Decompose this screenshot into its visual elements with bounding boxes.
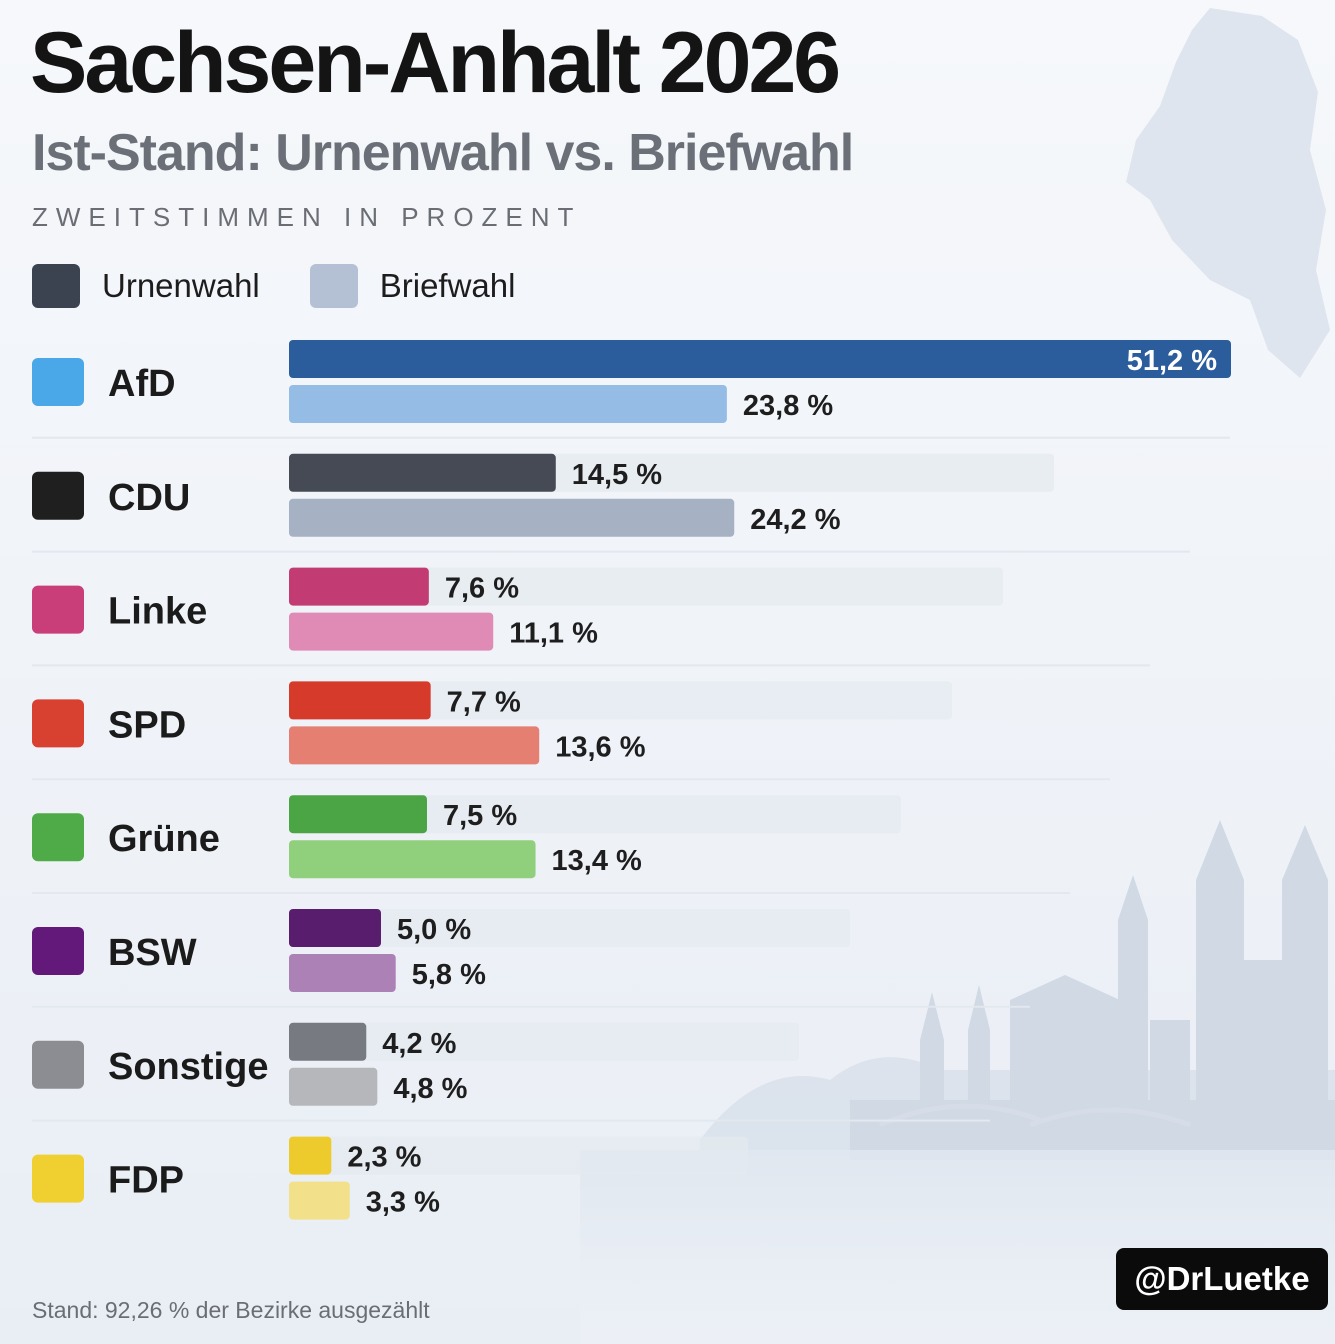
bar-briefwahl-spd [289, 726, 540, 765]
party-label-sonstige: Sonstige [108, 1046, 268, 1088]
row-track-bsw [289, 909, 850, 947]
value-label-urnenwahl-cdu: 14,5 % [572, 459, 662, 491]
bar-briefwahl-afd [289, 385, 727, 423]
legend-item-briefwahl: Briefwahl [309, 264, 516, 308]
value-label-urnenwahl-spd: 7,7 % [447, 686, 521, 718]
value-label-urnenwahl-bsw: 5,0 % [397, 914, 471, 946]
bar-briefwahl-sonstige [289, 1067, 378, 1106]
party-swatch-afd [32, 358, 84, 406]
state-map-silhouette [1126, 8, 1330, 378]
bar-urnenwahl-sonstige [289, 1022, 367, 1061]
legend-swatch-urnenwahl [32, 264, 80, 308]
legend: Urnenwahl Briefwahl [32, 262, 565, 310]
chart-subtitle: Ist-Stand: Urnenwahl vs. Briefwahl [32, 124, 854, 182]
bar-urnenwahl-fdp [289, 1136, 332, 1175]
author-handle: @DrLuetke [1116, 1248, 1328, 1310]
row-track-fdp [289, 1136, 748, 1175]
legend-swatch-briefwahl [309, 264, 358, 308]
bar-briefwahl-gruene [289, 840, 536, 879]
legend-item-urnenwahl: Urnenwahl [32, 264, 260, 308]
party-swatch-spd [32, 699, 84, 748]
row-track-gruene [289, 795, 901, 834]
legend-label-urnenwahl: Urnenwahl [102, 267, 260, 304]
bar-briefwahl-fdp [289, 1181, 350, 1220]
bar-briefwahl-linke [289, 612, 494, 651]
bar-urnenwahl-afd [289, 340, 1231, 378]
chart-title: Sachsen-Anhalt 2026 [30, 15, 841, 111]
value-label-urnenwahl-linke: 7,6 % [445, 573, 519, 605]
value-label-briefwahl-fdp: 3,3 % [366, 1187, 440, 1219]
party-swatch-sonstige [32, 1040, 84, 1089]
bar-urnenwahl-linke [289, 567, 429, 606]
value-label-urnenwahl-gruene: 7,5 % [443, 800, 517, 832]
value-label-urnenwahl-fdp: 2,3 % [347, 1142, 421, 1174]
bar-briefwahl-cdu [289, 498, 735, 537]
bar-urnenwahl-cdu [289, 453, 556, 492]
row-track-spd [289, 681, 952, 720]
party-label-afd: AfD [108, 363, 176, 405]
value-label-briefwahl-gruene: 13,4 % [552, 845, 642, 877]
value-label-urnenwahl-afd: 51,2 % [1127, 345, 1217, 377]
value-label-briefwahl-spd: 13,6 % [555, 731, 645, 763]
footer-note: Stand: 92,26 % der Bezirke ausgezählt [32, 1297, 430, 1323]
row-track-sonstige [289, 1022, 799, 1061]
value-label-briefwahl-sonstige: 4,8 % [393, 1073, 467, 1105]
value-label-briefwahl-afd: 23,8 % [743, 390, 833, 422]
party-swatch-linke [32, 585, 84, 634]
party-swatch-cdu [32, 471, 84, 520]
party-label-cdu: CDU [108, 477, 190, 519]
party-label-gruene: Grüne [108, 818, 220, 860]
party-label-bsw: BSW [108, 932, 197, 974]
bar-urnenwahl-gruene [289, 795, 427, 834]
party-label-spd: SPD [108, 704, 186, 746]
bridge [878, 1103, 1191, 1128]
value-label-briefwahl-linke: 11,1 % [509, 618, 598, 650]
party-swatch-fdp [32, 1154, 84, 1203]
bar-urnenwahl-bsw [289, 909, 381, 947]
party-swatch-gruene [32, 813, 84, 862]
unit-label: ZWEITSTIMMEN IN PROZENT [32, 202, 582, 232]
party-swatch-bsw [32, 927, 84, 975]
bar-urnenwahl-spd [289, 681, 431, 720]
bar-briefwahl-bsw [289, 954, 396, 992]
party-label-linke: Linke [108, 591, 207, 633]
legend-label-briefwahl: Briefwahl [379, 267, 516, 304]
row-track-linke [289, 567, 1003, 606]
value-label-briefwahl-cdu: 24,2 % [750, 504, 840, 536]
party-label-fdp: FDP [108, 1160, 184, 1202]
value-label-urnenwahl-sonstige: 4,2 % [382, 1028, 456, 1060]
value-label-briefwahl-bsw: 5,8 % [412, 959, 486, 991]
